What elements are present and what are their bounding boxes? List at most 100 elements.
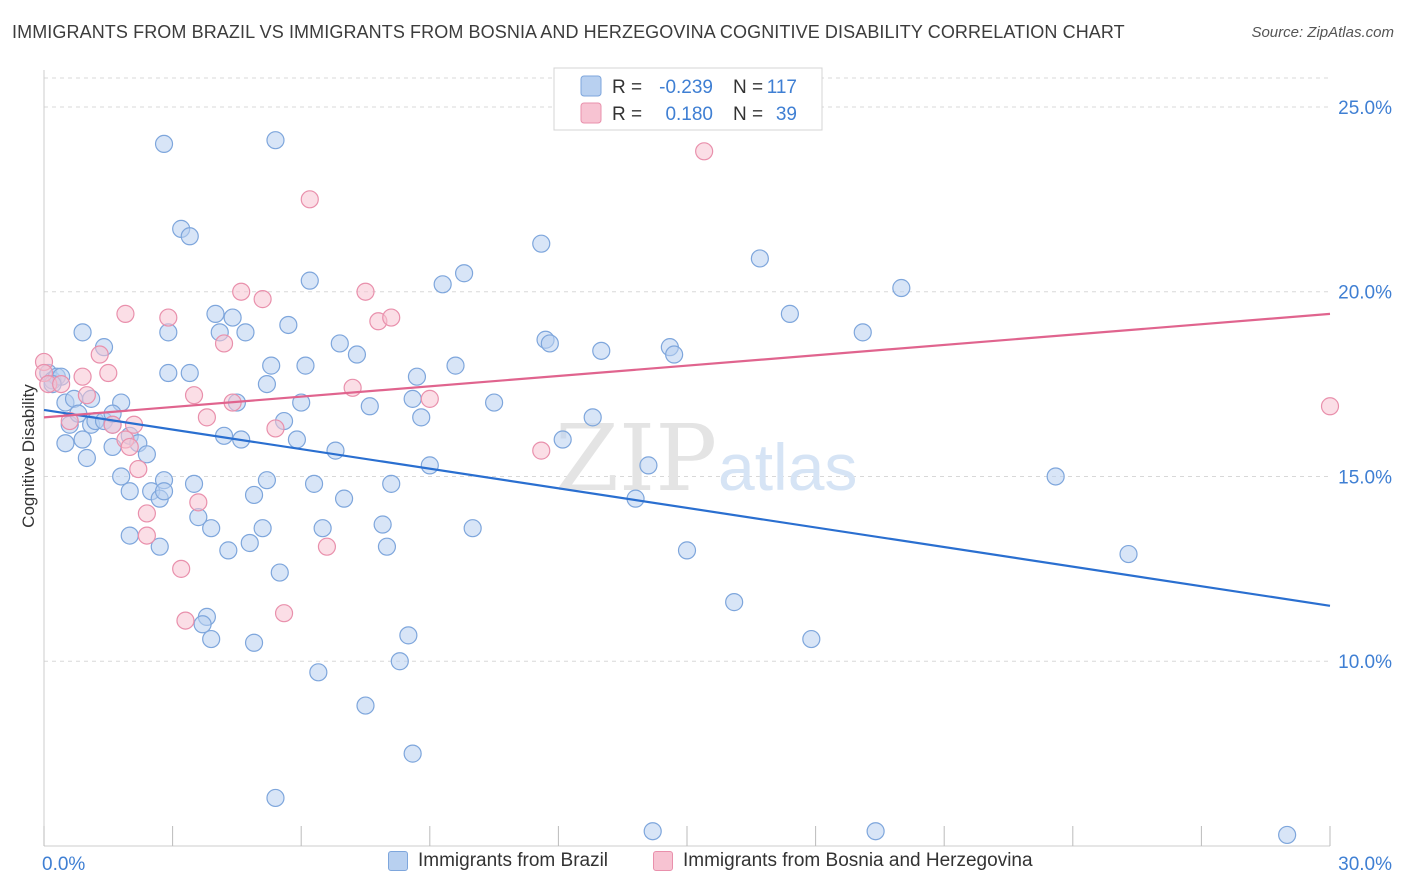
data-point-brazil: [446, 356, 465, 375]
data-point-brazil: [56, 434, 75, 453]
x-tick-label: 30.0%: [1338, 854, 1392, 875]
legend: Immigrants from Brazil Immigrants from B…: [0, 850, 1406, 880]
data-point-brazil: [287, 430, 307, 449]
data-point-brazil: [77, 448, 96, 468]
data-point-brazil: [390, 652, 409, 671]
data-point-brazil: [296, 356, 315, 375]
data-point-bosnia: [317, 537, 337, 556]
data-point-brazil: [639, 456, 658, 475]
data-point-bosnia: [184, 386, 204, 405]
stats-n-label: N =: [733, 77, 763, 98]
data-point-brazil: [373, 515, 392, 534]
data-point-bosnia: [73, 367, 92, 386]
data-point-brazil: [304, 474, 324, 493]
data-point-bosnia: [99, 363, 118, 383]
data-point-brazil: [236, 323, 255, 342]
data-point-brazil: [73, 323, 92, 342]
data-point-brazil: [257, 374, 277, 394]
data-point-brazil: [244, 485, 264, 505]
data-point-brazil: [540, 334, 559, 353]
legend-swatch-bosnia: [653, 851, 673, 871]
data-point-brazil: [137, 445, 156, 464]
data-point-bosnia: [137, 526, 156, 545]
data-point-brazil: [665, 345, 684, 364]
data-point-bosnia: [90, 345, 109, 364]
data-point-brazil: [266, 131, 285, 150]
data-point-brazil: [253, 519, 272, 538]
stats-swatch-bosnia: [580, 102, 602, 124]
data-point-brazil: [802, 629, 821, 649]
data-point-bosnia: [120, 437, 139, 457]
data-point-brazil: [892, 278, 911, 298]
trend-line-bosnia: [43, 312, 1331, 419]
stats-row-brazil: R = -0.239 N = 117: [580, 75, 797, 98]
data-point-brazil: [532, 234, 551, 253]
data-point-bosnia: [695, 142, 714, 161]
stats-r-label: R =: [612, 104, 642, 125]
data-point-bosnia: [274, 604, 294, 623]
chart-title: IMMIGRANTS FROM BRAZIL VS IMMIGRANTS FRO…: [12, 22, 1125, 42]
data-point-brazil: [677, 541, 697, 560]
data-point-bosnia: [266, 419, 285, 438]
data-point-brazil: [1046, 467, 1065, 486]
axes: [43, 70, 1331, 847]
data-point-bosnia: [532, 441, 551, 460]
data-point-brazil: [382, 474, 401, 493]
data-point-brazil: [309, 663, 328, 682]
data-point-bosnia: [197, 408, 216, 427]
watermark: ZIP atlas: [555, 405, 857, 512]
data-points: [34, 131, 1340, 845]
data-point-brazil: [330, 334, 349, 353]
data-point-bosnia: [129, 459, 148, 479]
data-point-bosnia: [300, 190, 319, 209]
stats-swatch-brazil: [580, 75, 602, 97]
data-point-brazil: [403, 744, 422, 763]
source-credit: Source: ZipAtlas.com: [1251, 24, 1394, 41]
data-point-brazil: [750, 249, 769, 268]
data-point-bosnia: [159, 308, 178, 327]
data-point-bosnia: [232, 282, 251, 301]
data-point-brazil: [300, 271, 319, 290]
data-point-brazil: [412, 408, 431, 427]
data-point-bosnia: [382, 308, 401, 327]
legend-item-brazil: Immigrants from Brazil: [388, 850, 608, 872]
data-point-brazil: [420, 456, 439, 475]
y-tick-label: 15.0%: [1338, 467, 1392, 488]
data-point-brazil: [270, 563, 289, 582]
data-point-brazil: [206, 304, 225, 323]
x-tick-label: 0.0%: [42, 854, 85, 875]
data-point-brazil: [356, 696, 375, 715]
data-point-brazil: [643, 822, 662, 841]
data-point-brazil: [223, 308, 242, 327]
data-point-bosnia: [52, 374, 71, 394]
data-point-brazil: [347, 345, 367, 364]
data-point-bosnia: [356, 282, 375, 301]
data-point-brazil: [184, 474, 204, 493]
data-point-bosnia: [253, 290, 272, 309]
stats-n-value: 39: [776, 104, 797, 125]
data-point-brazil: [454, 264, 474, 283]
data-point-brazil: [407, 367, 427, 386]
data-point-brazil: [180, 227, 199, 246]
data-point-brazil: [592, 341, 611, 360]
stats-n-label: N =: [733, 104, 763, 125]
data-point-brazil: [433, 275, 452, 294]
data-point-brazil: [193, 615, 212, 634]
data-point-brazil: [266, 788, 285, 808]
data-point-brazil: [244, 633, 264, 652]
data-point-brazil: [150, 537, 169, 556]
legend-label-bosnia: Immigrants from Bosnia and Herzegovina: [683, 850, 1033, 871]
data-point-brazil: [583, 408, 602, 427]
data-point-brazil: [112, 467, 131, 486]
y-tick-label: 10.0%: [1338, 652, 1392, 673]
data-point-brazil: [292, 393, 311, 412]
y-tick-label: 20.0%: [1338, 283, 1392, 304]
data-point-brazil: [853, 323, 872, 342]
data-point-bosnia: [60, 411, 79, 431]
data-point-brazil: [725, 593, 744, 612]
data-point-brazil: [780, 304, 799, 323]
data-point-brazil: [399, 626, 418, 645]
data-point-brazil: [360, 397, 379, 416]
data-point-brazil: [463, 519, 482, 538]
y-axis-label: Cognitive Disability: [19, 384, 38, 528]
